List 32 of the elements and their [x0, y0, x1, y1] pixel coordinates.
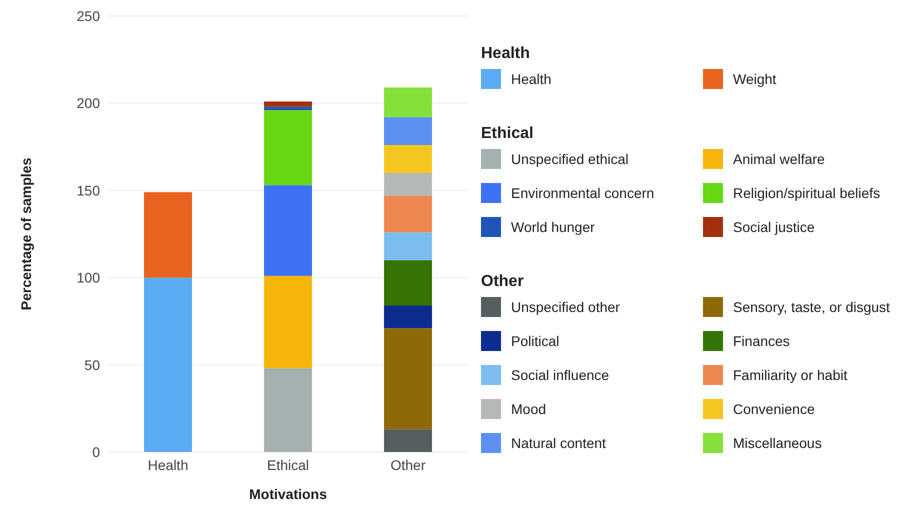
category-label: Other	[481, 273, 524, 290]
legend-label: Natural content	[511, 435, 606, 451]
legend-label: Finances	[733, 333, 790, 349]
category-label: Ethical	[481, 125, 534, 142]
legend-label: Familiarity or habit	[733, 367, 848, 383]
legend-label: Health	[511, 71, 552, 87]
x-axis-title: Motivations	[249, 486, 328, 502]
x-tick-label: Ethical	[266, 456, 310, 473]
legend-label: Political	[511, 333, 560, 349]
y-tick-label: 0	[92, 444, 100, 460]
legend-label: Unspecified ethical	[511, 151, 629, 167]
legend-label: Convenience	[733, 401, 815, 417]
legend-label: Social justice	[733, 219, 815, 235]
legend-label: Miscellaneous	[733, 435, 822, 451]
category-label: Health	[481, 45, 530, 62]
x-tick-label: Other	[390, 456, 426, 473]
legend-label: Weight	[733, 71, 776, 87]
legend-label: World hunger	[511, 219, 595, 235]
y-tick-label: 200	[76, 95, 100, 112]
legend-label: Animal welfare	[733, 151, 825, 167]
legend-label: Environmental concern	[511, 185, 654, 201]
legend-label: Unspecified other	[511, 299, 620, 315]
y-tick-label: 100	[76, 270, 100, 286]
legend-label: Social influence	[511, 367, 610, 383]
y-tick-label: 150	[76, 182, 100, 198]
y-tick-label: 250	[76, 8, 100, 24]
legend-label: Sensory, taste, or disgust	[733, 299, 890, 315]
legend-label: Religion/spiritual beliefs	[733, 185, 880, 201]
y-axis-title: Percentage of samples	[18, 158, 34, 310]
y-tick-label: 50	[84, 356, 100, 373]
x-tick-label: Health	[148, 456, 188, 473]
legend-label: Mood	[511, 401, 546, 417]
